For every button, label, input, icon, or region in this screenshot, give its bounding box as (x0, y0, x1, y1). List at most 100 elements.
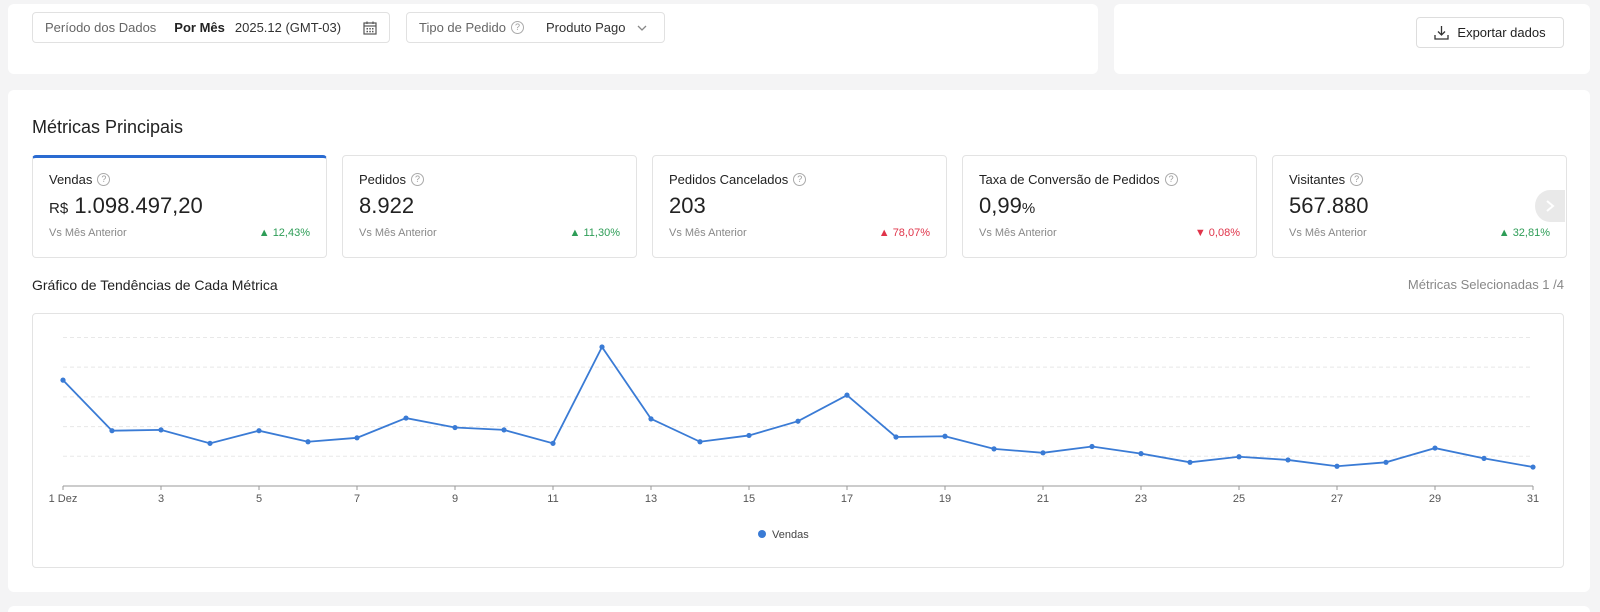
x-tick-label: 7 (354, 493, 360, 505)
change-value: 11,30% (583, 227, 621, 239)
x-tick-label: 31 (1527, 493, 1539, 505)
vendas-series-line (62, 345, 1534, 468)
order-type-filter[interactable]: Tipo de Pedido ? Produto Pago (406, 12, 665, 43)
change-badge: ▲ 11,30% (569, 227, 621, 239)
metric-value: 8.922 (359, 193, 415, 218)
metric-value: 203 (669, 193, 706, 218)
help-icon[interactable]: ? (97, 173, 111, 186)
x-tick-label: 13 (645, 493, 657, 505)
metric-label: Visitantes (1289, 172, 1346, 187)
vendas-point (1089, 443, 1095, 450)
vendas-point (452, 424, 458, 431)
metric-label: Pedidos (359, 172, 406, 187)
period-label: Período dos Dados (45, 20, 157, 35)
vendas-point (1285, 457, 1291, 463)
trend-chart: 1 Dez 3 5 7 9 11 13 15 17 19 21 23 25 27 29 31 Vendas (32, 313, 1564, 568)
vendas-point (550, 440, 556, 446)
chevron-right-icon (1546, 200, 1555, 212)
vendas-point (1530, 464, 1536, 470)
selected-metrics-info: Métricas Selecionadas 1 /4 (1407, 277, 1564, 292)
calendar-icon[interactable] (363, 21, 377, 35)
vendas-point (1432, 445, 1438, 451)
metric-card-taxa-conversao[interactable]: Taxa de Conversão de Pedidos? 0,99% Vs M… (962, 155, 1257, 258)
metric-label: Pedidos Cancelados (669, 172, 789, 187)
trend-title: Gráfico de Tendências de Cada Métrica (32, 277, 278, 293)
vendas-point (1187, 459, 1193, 465)
change-badge: ▲ 12,43% (258, 227, 310, 239)
currency: R$ (49, 200, 69, 217)
help-icon[interactable]: ? (510, 21, 524, 34)
metric-value: 0,99% (979, 193, 1240, 219)
metric-card-visitantes[interactable]: Visitantes? 567.880 Vs Mês Anterior ▲ 32,… (1272, 155, 1567, 258)
vendas-point (746, 432, 752, 439)
x-tick-label: 11 (547, 493, 558, 505)
help-icon[interactable]: ? (793, 173, 807, 186)
metric-number: 0,99 (979, 193, 1022, 218)
compare-label: Vs Mês Anterior (359, 227, 437, 239)
change-value: 32,81% (1512, 227, 1550, 239)
metric-card-vendas[interactable]: Vendas? R$ 1.098.497,20 Vs Mês Anterior ▲… (32, 155, 327, 258)
legend-label: Vendas (772, 529, 809, 541)
x-tick-label: 25 (1233, 493, 1245, 505)
x-tick-label: 1 Dez (49, 493, 78, 505)
vendas-point (1138, 451, 1144, 457)
x-tick-label: 19 (939, 493, 951, 505)
bottom-card (8, 606, 1590, 612)
vendas-point (942, 433, 948, 439)
section-title: Métricas Principais (32, 117, 184, 137)
x-tick-label: 5 (256, 493, 262, 505)
help-icon[interactable]: ? (1164, 173, 1178, 186)
vendas-point (158, 427, 164, 433)
vendas-point (501, 427, 507, 433)
order-type-value[interactable]: Produto Pago (545, 20, 626, 35)
vendas-point (403, 415, 409, 421)
chevron-down-icon[interactable] (636, 22, 648, 34)
vendas-point (697, 439, 703, 445)
x-tick-label: 23 (1135, 493, 1147, 505)
help-icon[interactable]: ? (410, 173, 424, 186)
change-badge: ▼ 0,08% (1194, 227, 1240, 239)
x-tick-label: 3 (158, 493, 164, 505)
next-metrics-button[interactable] (1535, 190, 1565, 222)
period-filter[interactable]: Período dos Dados Por Mês 2025.12 (GMT-0… (32, 12, 390, 43)
x-tick-label: 9 (452, 493, 458, 505)
period-mode[interactable]: Por Mês (174, 20, 225, 35)
vendas-point (60, 377, 66, 383)
period-value[interactable]: 2025.12 (GMT-03) (234, 20, 342, 35)
vendas-point (991, 446, 997, 452)
vendas-point (648, 416, 654, 422)
compare-label: Vs Mês Anterior (979, 227, 1057, 239)
vendas-point (305, 439, 311, 445)
compare-label: Vs Mês Anterior (669, 227, 747, 239)
change-badge: ▲ 32,81% (1498, 227, 1550, 239)
vendas-point (1481, 455, 1487, 461)
x-tick-label: 27 (1331, 493, 1343, 505)
vendas-point (207, 440, 213, 446)
order-type-label: Tipo de Pedido (419, 20, 506, 35)
help-icon[interactable]: ? (1350, 173, 1364, 186)
metric-number: 1.098.497,20 (74, 193, 203, 218)
legend-marker (758, 530, 766, 538)
vendas-point (1040, 450, 1046, 456)
export-label: Exportar dados (1457, 25, 1546, 40)
vendas-point (844, 392, 850, 398)
metric-unit: % (1021, 200, 1036, 217)
x-tick-label: 17 (841, 493, 853, 505)
line-chart: 1 Dez 3 5 7 9 11 13 15 17 19 21 23 25 27 29 31 Vendas (49, 336, 1539, 541)
compare-label: Vs Mês Anterior (49, 227, 127, 239)
metric-label: Taxa de Conversão de Pedidos (979, 172, 1160, 187)
download-icon (1434, 26, 1450, 40)
vendas-point (109, 428, 115, 434)
x-tick-label: 21 (1037, 493, 1049, 505)
metric-card-pedidos[interactable]: Pedidos? 8.922 Vs Mês Anterior ▲ 11,30% (342, 155, 637, 258)
metric-card-pedidos-cancelados[interactable]: Pedidos Cancelados? 203 Vs Mês Anterior ▲… (652, 155, 947, 258)
x-tick-label: 15 (743, 493, 755, 505)
change-badge: ▲ 78,07% (878, 227, 930, 239)
metric-value: 567.880 (1289, 193, 1369, 218)
vendas-point (256, 428, 262, 434)
compare-label: Vs Mês Anterior (1289, 227, 1367, 239)
change-value: 12,43% (272, 227, 310, 239)
vendas-point (1334, 463, 1340, 469)
vendas-point (893, 434, 899, 440)
export-button[interactable]: Exportar dados (1416, 17, 1564, 48)
